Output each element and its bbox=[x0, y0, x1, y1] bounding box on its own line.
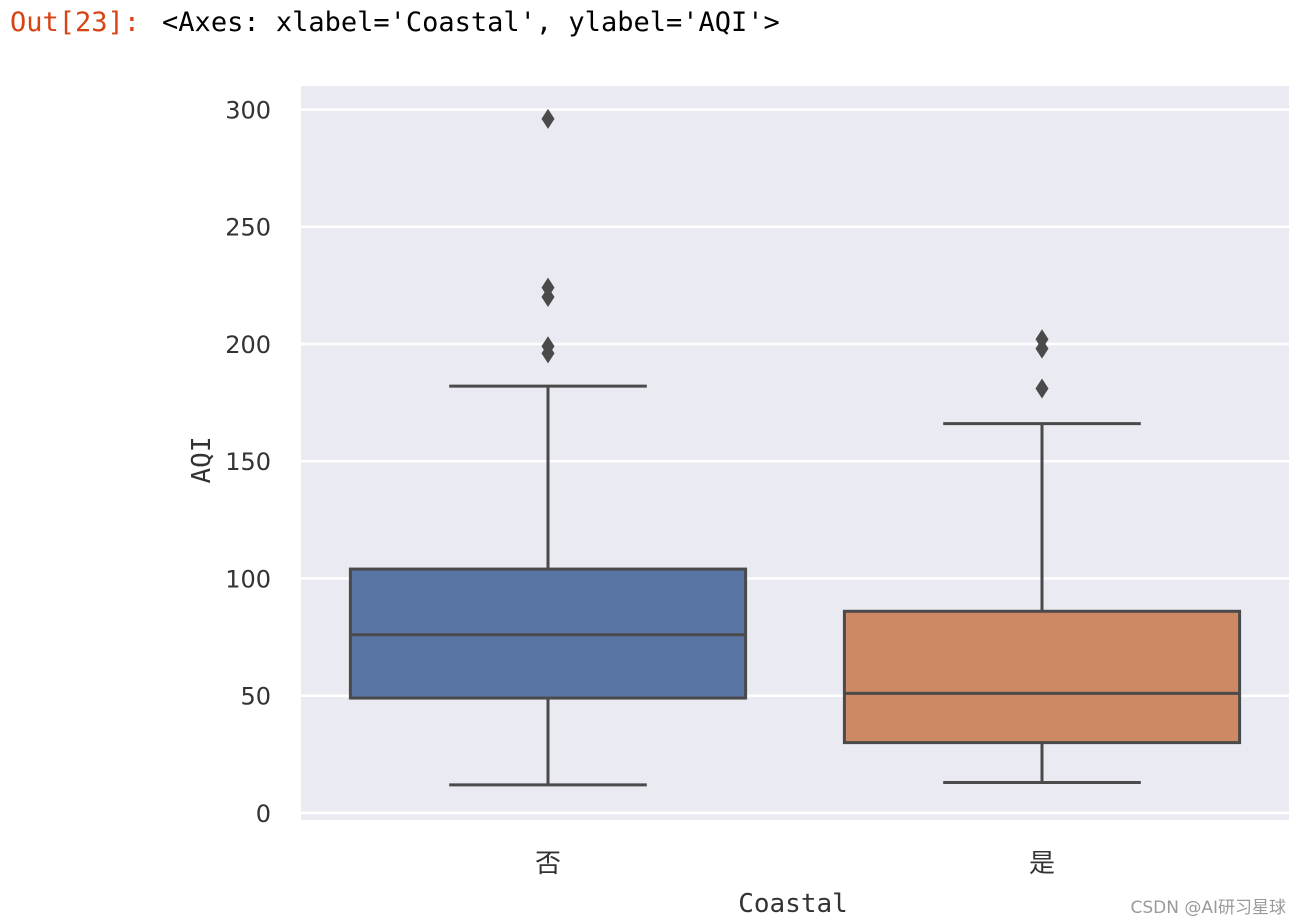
x-tick-labels: 否是 bbox=[535, 849, 1055, 879]
y-tick-label-300: 300 bbox=[225, 96, 271, 124]
box-group-1 bbox=[842, 329, 1242, 784]
y-tick-labels: 0 50 100 150 200 250 300 bbox=[225, 96, 271, 828]
y-tick-label-0: 0 bbox=[256, 800, 271, 828]
y-tick-label-250: 250 bbox=[225, 214, 271, 242]
x-tick-label-1: 是 bbox=[1029, 849, 1055, 879]
outlier-point-0 bbox=[541, 108, 555, 129]
box-group-0 bbox=[348, 108, 748, 787]
outlier-point-1 bbox=[1035, 338, 1049, 359]
boxes bbox=[348, 108, 1242, 787]
y-axis-label: AQI bbox=[187, 437, 217, 484]
y-tick-label-150: 150 bbox=[225, 448, 271, 476]
x-axis-label: Coastal bbox=[738, 889, 848, 919]
output-repr-text: <Axes: xlabel='Coastal', ylabel='AQI'> bbox=[162, 7, 780, 38]
outlier-point-2 bbox=[1035, 378, 1049, 399]
output-cell-header: Out[23]: <Axes: xlabel='Coastal', ylabel=… bbox=[10, 4, 780, 42]
y-tick-label-100: 100 bbox=[225, 565, 271, 593]
iqr-box bbox=[842, 609, 1242, 745]
y-tick-label-200: 200 bbox=[225, 331, 271, 359]
x-tick-label-0: 否 bbox=[535, 849, 561, 879]
outlier-point-4 bbox=[541, 343, 555, 364]
outlier-point-2 bbox=[541, 287, 555, 308]
watermark: CSDN @AI研习星球 bbox=[1130, 898, 1286, 918]
output-prompt: Out[23]: bbox=[10, 7, 141, 38]
y-tick-label-50: 50 bbox=[240, 683, 271, 711]
